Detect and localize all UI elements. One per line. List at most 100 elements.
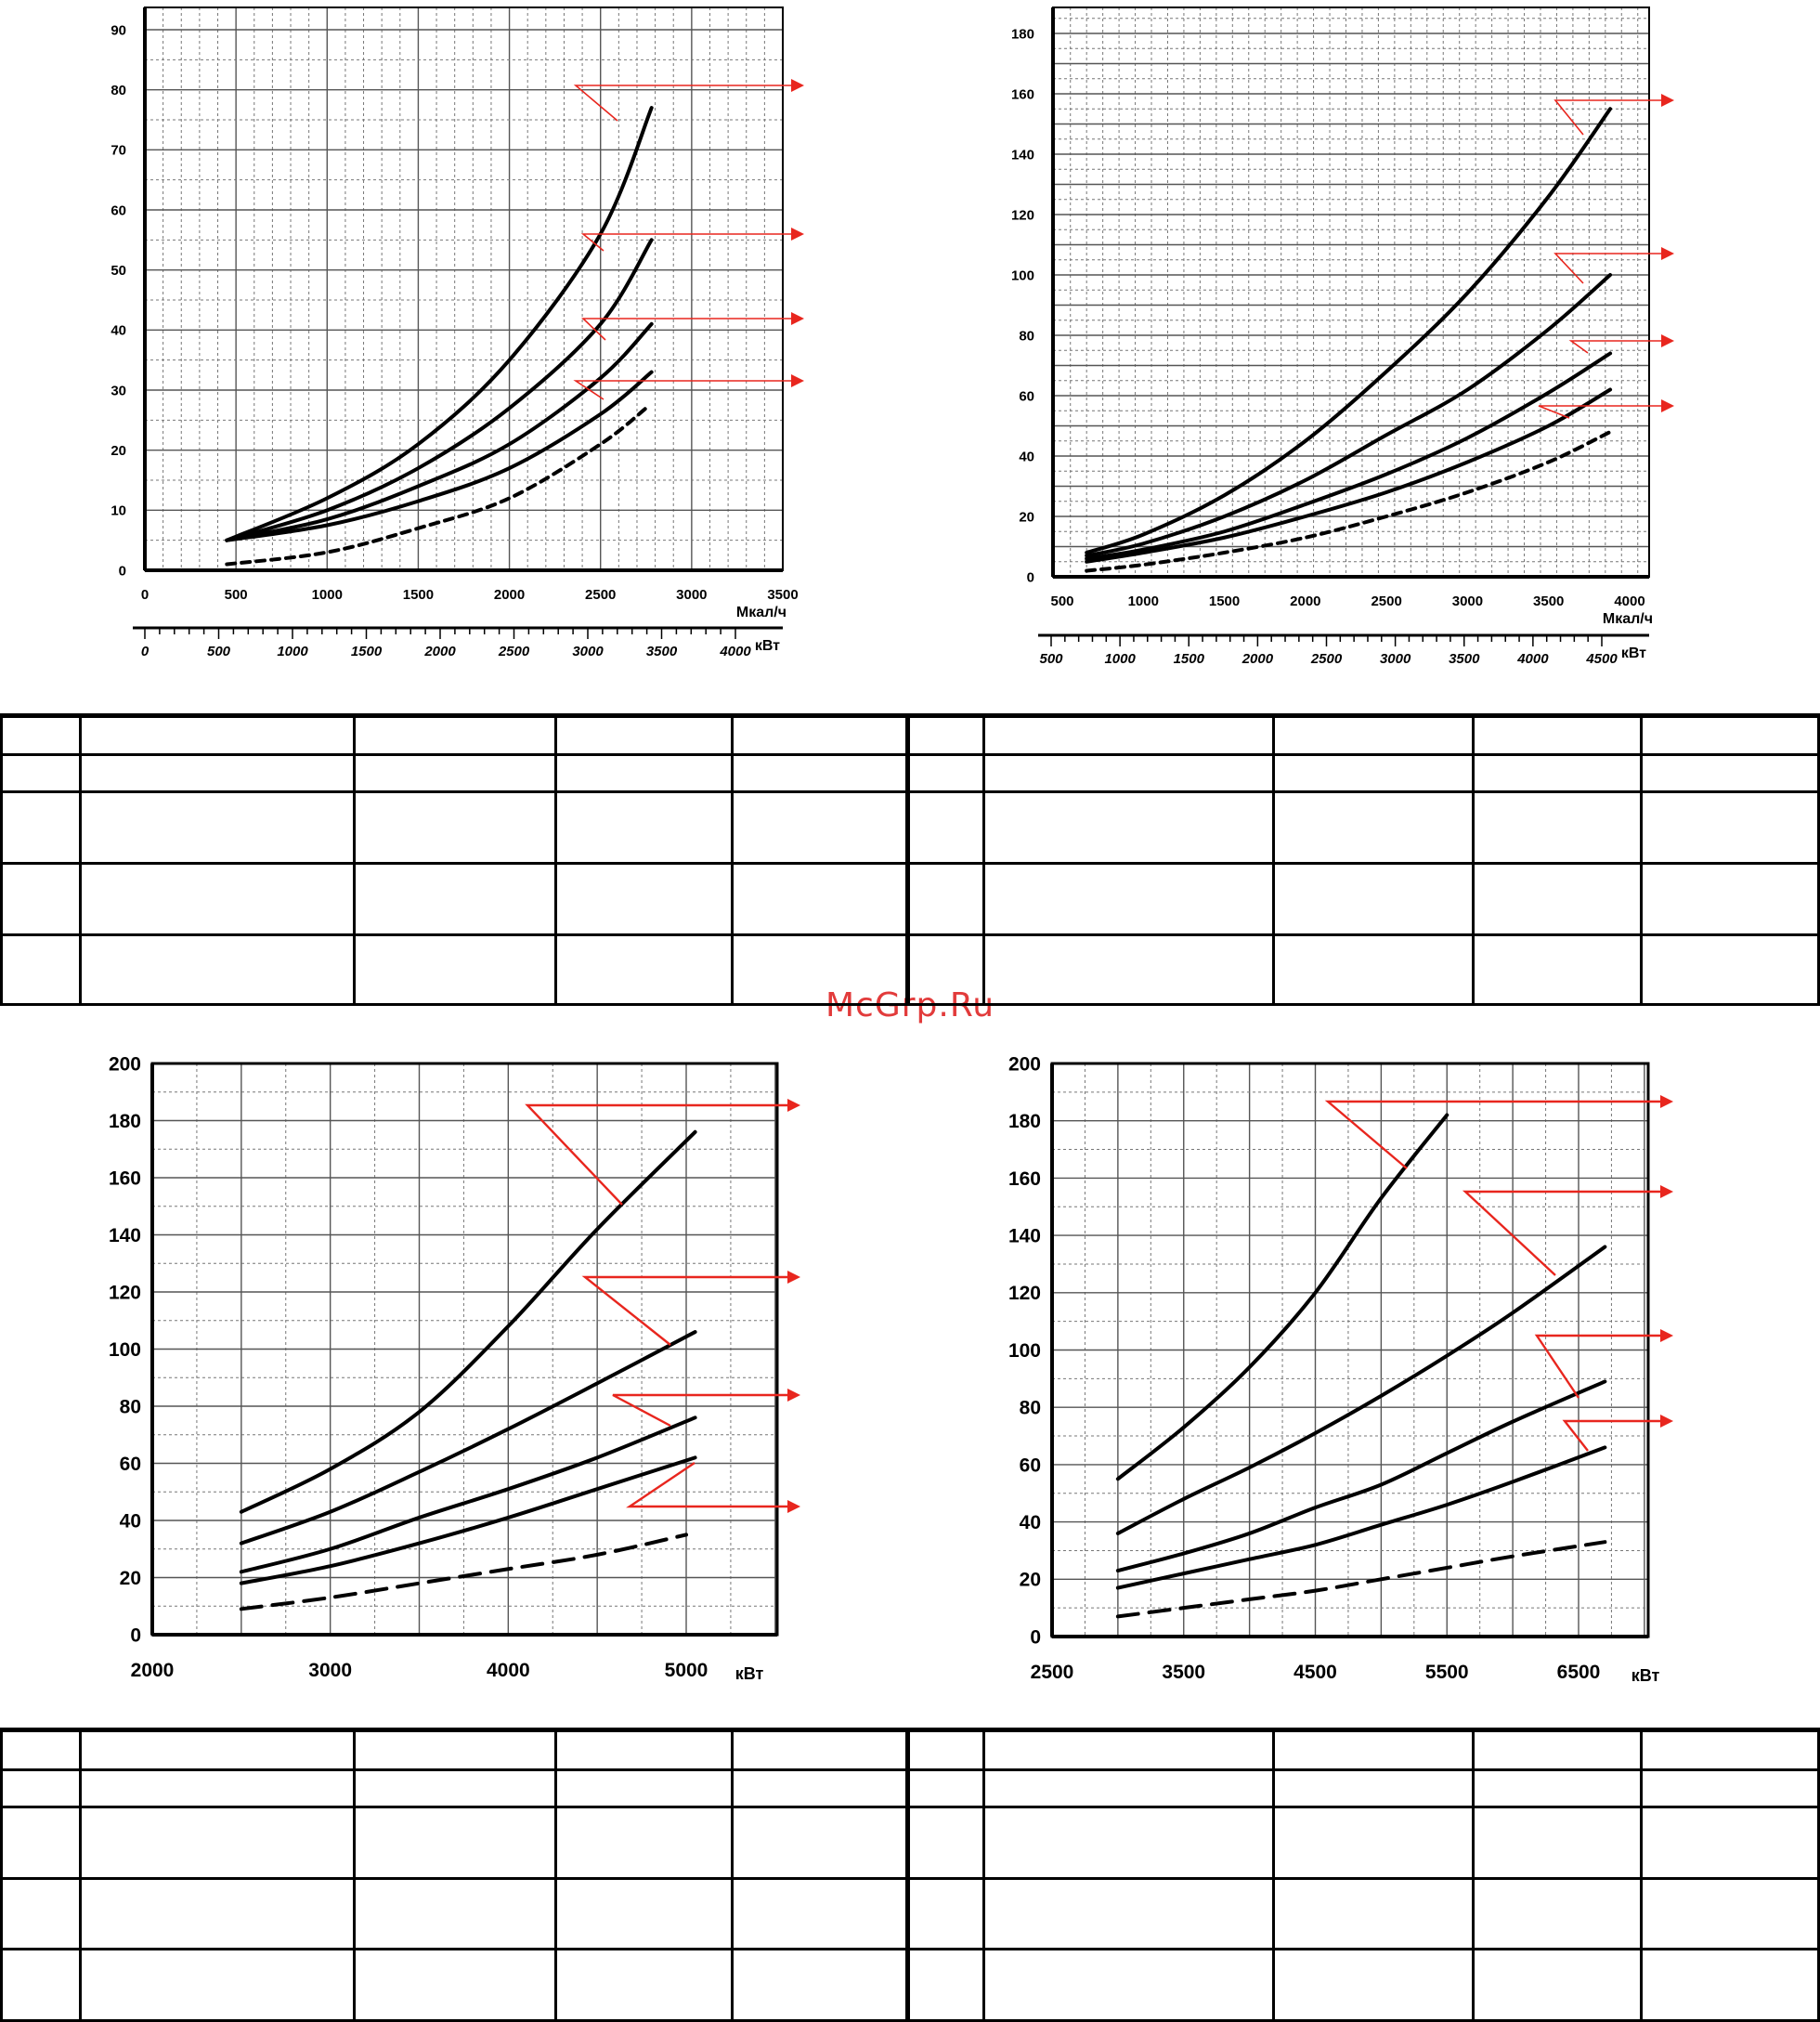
table-column-border	[1640, 713, 1643, 1006]
table-column-border	[79, 713, 82, 1006]
secondary-tick-label: 3500	[1449, 651, 1480, 667]
table-column-border	[353, 1728, 356, 2022]
leader-arrow-line	[1538, 405, 1663, 419]
table-row-border	[0, 1003, 1820, 1006]
x-axis-label: кВт	[735, 1664, 764, 1683]
y-tick-label: 20	[120, 1568, 141, 1589]
series-line-dashed	[239, 1533, 688, 1611]
secondary-tick-label: 4000	[719, 644, 751, 659]
table-column-border	[1472, 1728, 1475, 2022]
table-column-border	[905, 1728, 910, 2022]
table-row-border	[0, 862, 1820, 865]
secondary-tick-label: 3000	[1380, 651, 1411, 667]
y-tick-label: 20	[1020, 1570, 1041, 1591]
series-line-2	[239, 1330, 697, 1546]
y-tick-label: 30	[110, 383, 126, 398]
y-tick-label: 160	[1011, 86, 1034, 102]
y-tick-label: 100	[1011, 267, 1034, 283]
table-column-border	[905, 713, 910, 1006]
secondary-tick-label: 500	[1039, 651, 1063, 667]
table-column-border	[79, 1728, 82, 2022]
y-tick-label: 200	[1008, 1053, 1041, 1075]
chart-1: 0 10 20 30 40 50 60 70 80 90 0 500 1000 1500 2000 2500 3…	[110, 7, 804, 659]
secondary-tick-label: 0	[141, 644, 150, 659]
series-line-1	[1115, 1113, 1450, 1481]
table-row-border	[0, 1948, 1820, 1950]
secondary-tick-label: 3500	[646, 644, 678, 659]
table-row-border	[0, 1768, 1820, 1771]
table-row-border	[0, 753, 1820, 756]
x-tick-label: 4000	[1614, 594, 1644, 609]
secondary-tick-label: 1000	[1104, 651, 1136, 667]
secondary-tick-label: 4500	[1585, 651, 1618, 667]
leader-arrow-line	[580, 233, 793, 252]
series-line-2	[225, 238, 654, 542]
x-tick-label: 5500	[1425, 1662, 1469, 1683]
arrow-head-icon	[1661, 334, 1674, 347]
x-tick-label: 3500	[1162, 1662, 1205, 1683]
secondary-tick-label: 1500	[351, 644, 383, 659]
series-line-1	[239, 1129, 697, 1514]
secondary-tick-label: 500	[207, 644, 231, 659]
table-row-border	[0, 933, 1820, 936]
x-tick-label: 2500	[1371, 594, 1401, 609]
table-row-border	[0, 713, 1820, 718]
x-tick-label: 3500	[1533, 594, 1564, 609]
x-tick-label: 4500	[1294, 1662, 1337, 1683]
y-tick-label: 80	[110, 83, 126, 98]
y-tick-label: 20	[110, 443, 126, 459]
x-axis-label: Мкал/ч	[736, 605, 786, 620]
y-tick-label: 80	[1019, 328, 1034, 344]
table-column-border	[554, 1728, 557, 2022]
leader-arrow-line	[573, 85, 793, 122]
series-line-dashed	[225, 406, 648, 567]
series-line-1	[1085, 107, 1613, 554]
spec-table-top	[0, 713, 1820, 1006]
series-line-1	[225, 106, 654, 542]
x-tick-label: 1500	[403, 587, 434, 603]
y-tick-label: 120	[109, 1282, 141, 1303]
series-line-dashed	[1085, 430, 1613, 573]
leader-arrow-line	[1462, 1190, 1662, 1276]
y-tick-label: 180	[109, 1111, 141, 1132]
x-tick-label: 1000	[312, 587, 343, 603]
y-tick-label: 60	[1020, 1455, 1041, 1476]
table-column-border	[1817, 1728, 1820, 2022]
y-tick-label: 20	[1019, 509, 1034, 525]
table-column-border	[1272, 1728, 1275, 2022]
x-axis-label: Мкал/ч	[1603, 611, 1653, 627]
table-column-border	[731, 1728, 734, 2022]
secondary-tick-label: 1000	[277, 644, 308, 659]
arrow-head-icon	[787, 1099, 800, 1112]
table-column-border	[1817, 713, 1820, 1006]
x-axis-label: кВт	[1632, 1666, 1660, 1685]
y-tick-label: 40	[120, 1510, 141, 1532]
series-line-2	[1115, 1245, 1607, 1535]
arrow-head-icon	[791, 228, 804, 241]
table-row-border	[0, 2019, 1820, 2022]
leader-arrow-line	[1554, 99, 1663, 136]
series-line-4	[1085, 387, 1613, 564]
arrow-head-icon	[791, 312, 804, 325]
table-row-border	[0, 790, 1820, 793]
y-tick-label: 60	[110, 202, 126, 218]
x-tick-label: 2000	[1290, 594, 1320, 609]
table-column-border	[554, 713, 557, 1006]
y-tick-label: 60	[120, 1454, 141, 1475]
series-line-4	[225, 370, 654, 542]
arrow-head-icon	[1661, 399, 1674, 412]
secondary-tick-label: 3000	[572, 644, 604, 659]
secondary-axis-label: кВт	[1621, 646, 1646, 661]
y-tick-label: 40	[1019, 449, 1034, 464]
arrow-head-icon	[1660, 1185, 1673, 1198]
table-column-border	[0, 713, 3, 1006]
table-row-border	[0, 1728, 1820, 1732]
y-tick-label: 120	[1008, 1283, 1041, 1304]
leader-arrow-line	[525, 1103, 789, 1206]
x-tick-label: 2500	[1031, 1662, 1074, 1683]
x-tick-label: 3500	[767, 587, 798, 603]
y-tick-label: 80	[120, 1396, 141, 1417]
series-line-4	[239, 1455, 697, 1585]
table-column-border	[1472, 713, 1475, 1006]
